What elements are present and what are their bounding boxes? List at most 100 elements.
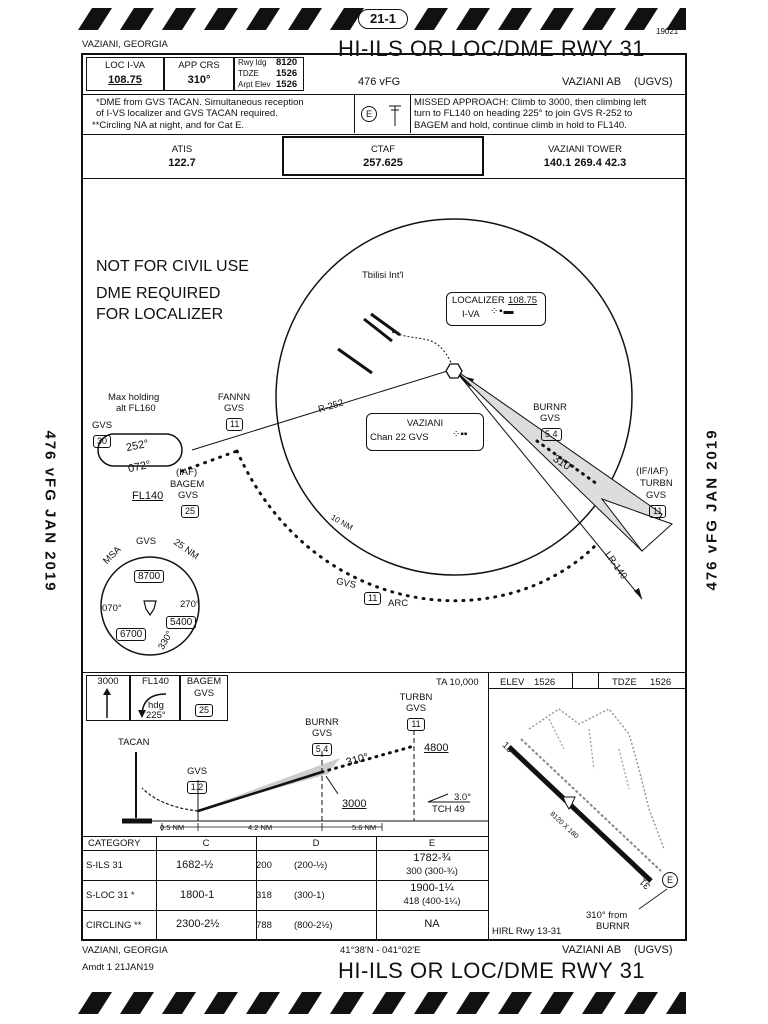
side-label-left: 476 vFG JAN 2019 — [41, 430, 59, 593]
rule — [82, 880, 488, 881]
loc-box — [86, 57, 164, 91]
profile-tdze-label: TDZE — [612, 677, 637, 688]
footer-title: HI-ILS OR LOC/DME RWY 31 — [338, 958, 646, 983]
tdze-value: 1526 — [276, 68, 298, 79]
hirl-note: HIRL Rwy 13-31 — [492, 926, 562, 937]
top-hatch-border — [78, 8, 686, 30]
rwy-ldg-value: 8120 — [276, 57, 298, 68]
approach-dots — [535, 439, 599, 486]
notes-line-3: **Circling NA at night, and for Cat E. — [92, 120, 245, 131]
bagem-altitude: FL140 — [132, 490, 164, 502]
msa-sector-6700: 6700 — [116, 624, 147, 642]
min-row-e1: 1900-1¼ — [410, 882, 454, 894]
profile-tacan-label: TACAN — [118, 737, 150, 748]
arpt-elev-label: Arpt Elev — [238, 80, 271, 89]
tacan-icon — [445, 363, 463, 379]
runway-13-31 — [507, 745, 653, 883]
min-header-d: D — [312, 838, 320, 849]
gs-angle: 3.0° — [454, 792, 472, 803]
profile-view — [122, 730, 488, 831]
e-symbol: E — [361, 106, 377, 122]
ma-225: 225° — [146, 710, 166, 721]
min-row-cat: S-ILS 31 — [86, 860, 123, 871]
missed-line-3: BAGEM and hold, continue climb in hold t… — [414, 120, 627, 131]
tch: TCH 49 — [432, 804, 465, 815]
rule — [82, 178, 686, 179]
rule — [488, 688, 686, 689]
missed-line-2: turn to FL140 on heading 225° to join GV… — [414, 108, 633, 119]
vaziani-chan: Chan 22 GVS — [370, 432, 429, 443]
localizer-ident: I-VA — [462, 309, 480, 320]
loc-freq: 108.75 — [108, 74, 142, 86]
lr140-radial — [453, 368, 643, 600]
profile-gvs-name: GVS — [186, 766, 208, 777]
tbilisi-runway — [363, 317, 393, 343]
apron-taxiways — [528, 708, 665, 850]
vfg-label: 476 vFG — [358, 76, 401, 88]
rule — [410, 95, 411, 133]
airport-code: (UGVS) — [634, 76, 673, 88]
turbn-iaf: (IF/IAF) — [636, 466, 669, 477]
bagem-dme-box: 25 — [181, 501, 200, 519]
loc-label: LOC I-VA — [105, 60, 145, 71]
localizer-morse-icon: ⁘ ▪ ▬ — [490, 306, 514, 317]
vaziani-morse-icon: ⁘▪▪ — [452, 429, 468, 440]
msa-bearing-270: 270° — [180, 599, 200, 610]
rule — [598, 673, 599, 688]
min-row-d: (300-1) — [294, 890, 325, 901]
elev-label: ELEV — [500, 677, 525, 688]
min-row-d: (800-2½) — [294, 920, 333, 931]
min-row-haa: 318 — [256, 890, 272, 901]
rule — [488, 673, 489, 940]
profile-alt-3000: 3000 — [342, 798, 367, 810]
dme-required-2: FOR LOCALIZER — [96, 306, 224, 323]
profile-gvs-dme: 1.2 — [180, 777, 214, 795]
ctaf-box — [282, 136, 484, 176]
profile-tdze-value: 1526 — [650, 677, 672, 688]
burnr-dme-box: 5.4 — [541, 424, 562, 442]
min-header-category: CATEGORY — [88, 838, 141, 849]
profile-turbn-gvs: GVS — [405, 703, 427, 714]
comm-atis-value: 122.7 — [168, 157, 196, 169]
burnr-gvs: GVS — [539, 413, 561, 424]
rule — [82, 94, 686, 95]
tbilisi-label: Tbilisi Int'l — [362, 270, 404, 281]
transition-altitude: TA 10,000 — [436, 677, 479, 688]
turbn-name: TURBN — [640, 478, 673, 489]
comm-tower-value: 140.1 269.4 42.3 — [543, 157, 627, 169]
profile-turbn-name: TURBN — [399, 692, 433, 703]
ma-bagem: BAGEM — [186, 676, 222, 687]
airport-name: VAZIANI AB — [562, 76, 622, 88]
msa-circle — [100, 556, 200, 656]
lr140-arrow — [634, 588, 642, 599]
burnr-alt-leader — [325, 775, 339, 795]
rule — [82, 672, 686, 673]
vaziani-tacan-box — [366, 413, 484, 451]
min-row-cat: S-LOC 31 * — [86, 890, 135, 901]
app-crs-value: 310° — [187, 74, 211, 86]
not-civil-label: NOT FOR CIVIL USE — [96, 258, 249, 275]
localizer-label: LOCALIZER — [452, 295, 505, 306]
min-row-c: 1682-½ — [176, 859, 214, 871]
footer-amdt: Amdt 1 21JAN19 — [82, 962, 154, 973]
chart-ident: 19021 — [656, 27, 679, 36]
airport-tacan-icon — [562, 796, 576, 810]
fannn-dme-box: 11 — [226, 414, 244, 432]
vaziani-label: VAZIANI — [406, 418, 444, 429]
rule — [82, 850, 488, 851]
arc-label: ARC — [388, 598, 409, 609]
profile-turbn-dme: 11 — [394, 714, 438, 732]
ma-box-turn — [130, 675, 180, 721]
plan-view — [97, 218, 673, 656]
footer-airport-code: (UGVS) — [634, 944, 673, 956]
ma-3000: 3000 — [97, 676, 119, 687]
glideslope-path — [197, 770, 323, 813]
min-row-c: 1800-1 — [180, 889, 215, 901]
gs-angle-slope — [427, 793, 449, 803]
min-row-e1: 1782-¾ — [413, 852, 451, 864]
rule — [354, 95, 355, 133]
localizer-box — [446, 292, 546, 326]
page-tab: 21-1 — [358, 9, 408, 29]
fannn-gvs: GVS — [223, 403, 245, 414]
rule — [82, 134, 686, 135]
